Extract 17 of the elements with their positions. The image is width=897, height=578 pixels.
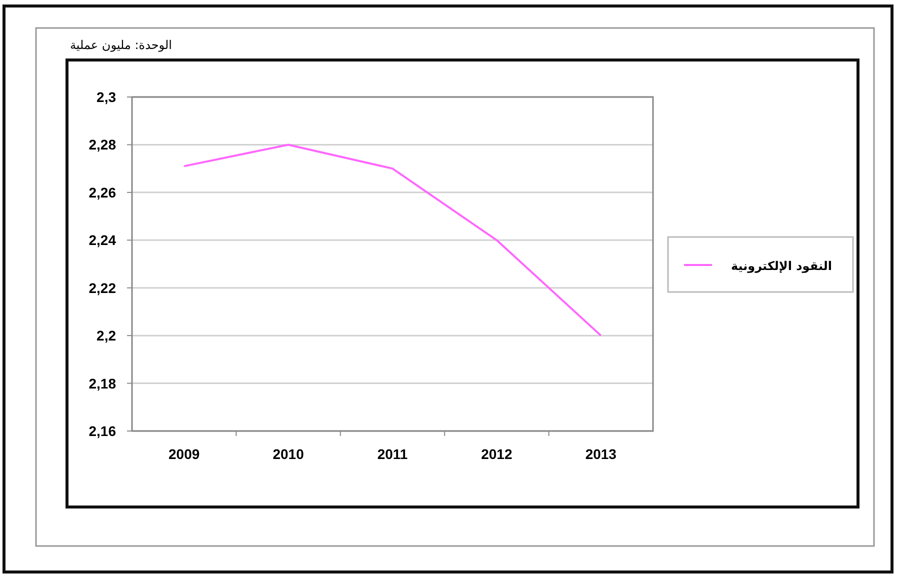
x-tick-label: 2009 [168, 446, 200, 462]
y-tick-label: 2,18 [88, 375, 116, 392]
x-tick-label: 2011 [377, 446, 408, 462]
legend-label: النقود الإلكترونية [730, 259, 832, 273]
legend: النقود الإلكترونية [667, 236, 854, 293]
y-tick-label: 2,2 [96, 328, 116, 344]
line-series [183, 144, 602, 337]
y-tick-label: 2,16 [88, 423, 116, 439]
y-tick-label: 2,3 [96, 89, 116, 105]
x-tick-label: 2010 [272, 446, 304, 462]
x-tick-label: 2013 [585, 446, 617, 462]
y-tick-label: 2,26 [88, 184, 116, 200]
y-tick-label: 2,24 [88, 232, 116, 248]
chart-title: الوحدة: مليون عملية [70, 38, 172, 52]
y-tick-label: 2,28 [88, 136, 116, 153]
x-tick-label: 2012 [481, 446, 512, 462]
y-tick-label: 2,22 [88, 280, 116, 296]
